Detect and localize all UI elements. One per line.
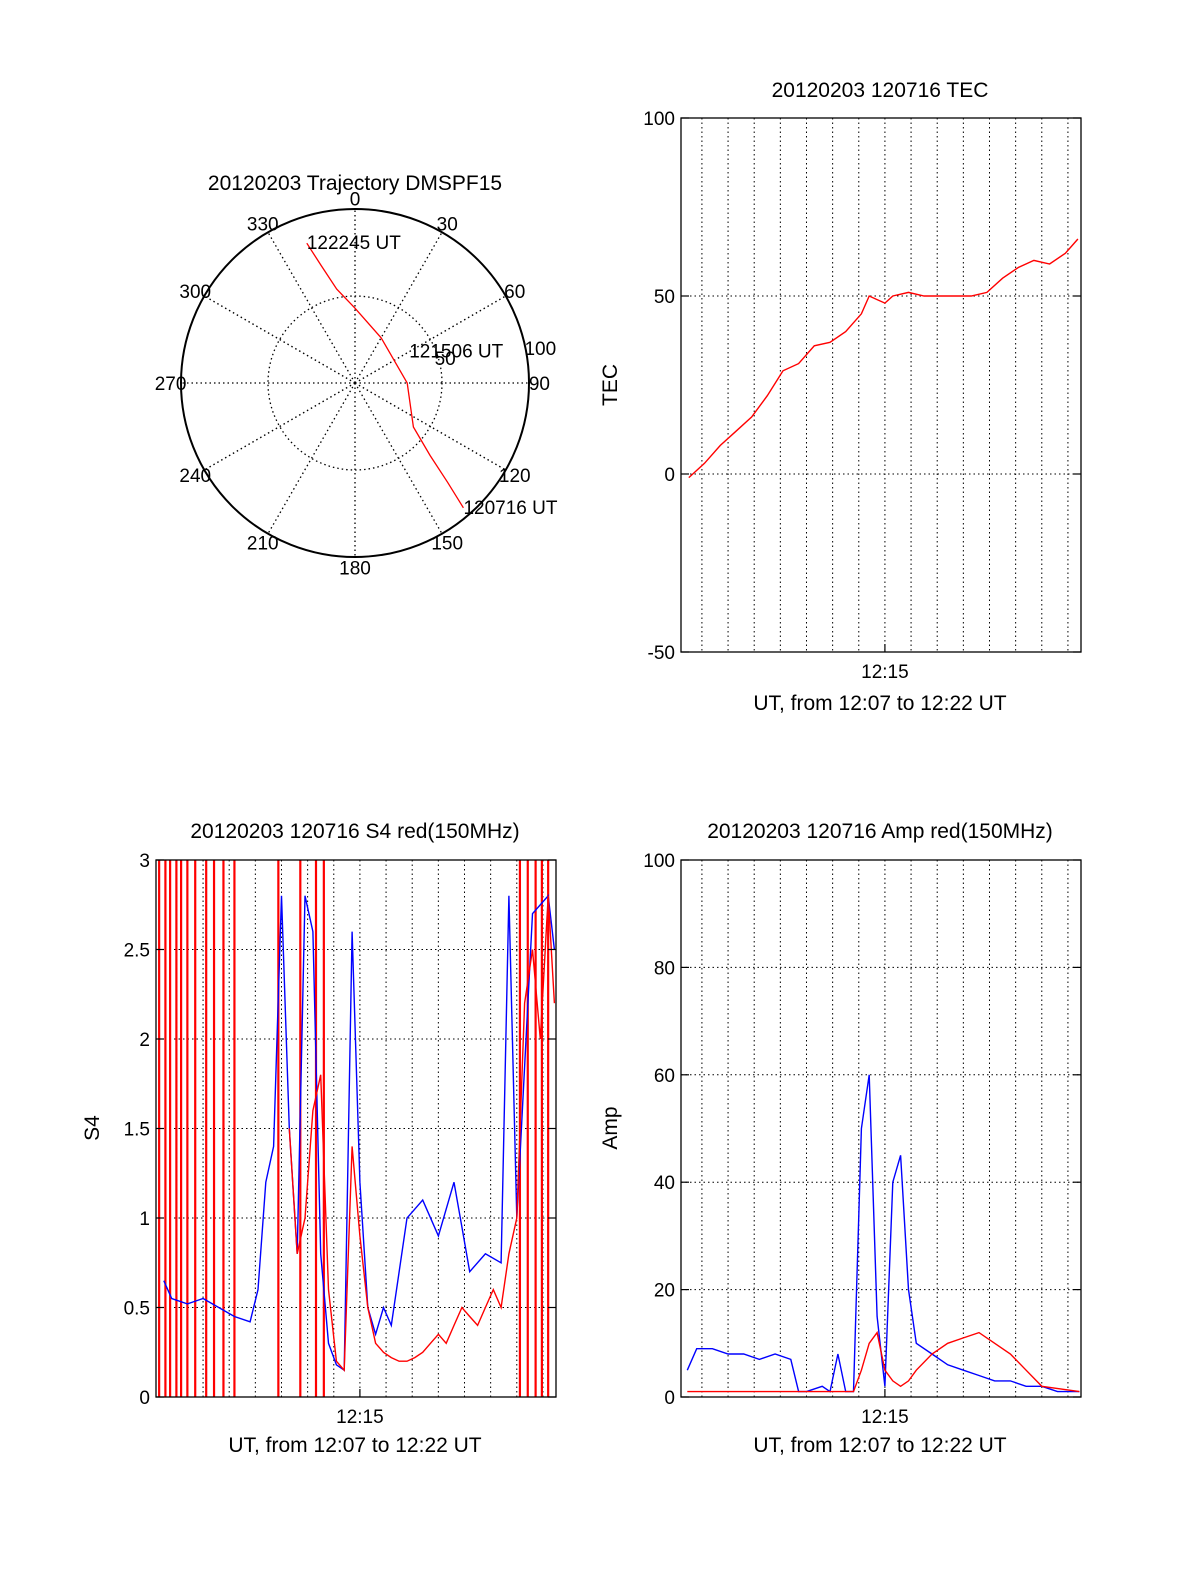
polar-angle-label: 240 <box>179 466 211 487</box>
s4-title: 20120203 120716 S4 red(150MHz) <box>190 820 519 843</box>
amp-ylabel: Amp <box>599 1106 622 1149</box>
plot-frame <box>680 117 1082 653</box>
plot-grid <box>681 117 1081 653</box>
amp-title: 20120203 120716 Amp red(150MHz) <box>707 820 1053 843</box>
polar-outer-ring <box>180 208 530 558</box>
series-line <box>288 895 556 1373</box>
ytick-label: 0.5 <box>124 1299 150 1320</box>
trajectory-polar-plot: 20120203 Trajectory DMSPF15 0 30 60 90 120 15… <box>155 172 558 579</box>
polar-radius-label: 100 <box>524 339 556 360</box>
trajectory-time-label: 121506 UT <box>409 342 503 363</box>
polar-grid <box>180 208 530 558</box>
trajectory-line <box>306 242 464 509</box>
plot-data <box>158 860 556 1397</box>
s4-ylabel: S4 <box>81 1115 104 1141</box>
ytick-label: -50 <box>648 643 675 664</box>
polar-angle-label: 120 <box>499 466 531 487</box>
ytick-label: 80 <box>654 958 675 979</box>
polar-spoke <box>203 382 356 471</box>
polar-spoke <box>354 295 507 384</box>
tec-xlabel: UT, from 12:07 to 12:22 UT <box>753 692 1006 715</box>
ytick-label: 100 <box>643 851 675 872</box>
s4-plot: 20120203 120716 S4 red(150MHz) UT, from … <box>81 820 557 1457</box>
polar-angle-label: 90 <box>529 374 550 395</box>
plot-data <box>686 1074 1080 1393</box>
polar-title: 20120203 Trajectory DMSPF15 <box>208 172 502 195</box>
polar-spoke <box>267 231 356 384</box>
polar-angle-label: 330 <box>247 214 279 235</box>
amp-plot: 20120203 120716 Amp red(150MHz) UT, from… <box>599 820 1082 1457</box>
ytick-label: 2 <box>139 1030 150 1051</box>
ytick-label: 0 <box>664 465 675 486</box>
amp-xlabel: UT, from 12:07 to 12:22 UT <box>753 1434 1006 1457</box>
s4-xlabel: UT, from 12:07 to 12:22 UT <box>228 1434 481 1457</box>
plot-frame <box>680 859 1082 1398</box>
polar-angle-label: 300 <box>179 282 211 303</box>
ytick-label: 60 <box>654 1066 675 1087</box>
series-line <box>163 894 556 1372</box>
trajectory-time-label: 120716 UT <box>463 498 557 519</box>
series-line <box>688 238 1079 479</box>
plot-grid <box>156 859 556 1398</box>
xtick-label: 12:15 <box>336 1407 384 1428</box>
polar-spoke <box>267 382 356 535</box>
ytick-label: 0 <box>139 1388 150 1409</box>
polar-spoke <box>354 382 507 471</box>
ytick-label: 3 <box>139 851 150 872</box>
ytick-label: 50 <box>654 287 675 308</box>
series-line <box>686 1074 1080 1393</box>
polar-angle-labels: 0 30 60 90 120 150 180 210 240 270 300 330 50 100 <box>155 190 556 580</box>
polar-annotations: 122245 UT 121506 UT 120716 UT <box>307 233 558 519</box>
ytick-label: 2.5 <box>124 941 150 962</box>
ytick-label: 1.5 <box>124 1120 150 1141</box>
polar-angle-label: 210 <box>247 534 279 555</box>
polar-trajectory <box>306 242 464 509</box>
tec-title: 20120203 120716 TEC <box>772 79 989 102</box>
series-line <box>687 1330 1080 1393</box>
polar-spoke <box>354 231 443 384</box>
polar-angle-label: 180 <box>339 558 371 579</box>
tec-plot: 20120203 120716 TEC UT, from 12:07 to 12… <box>599 79 1082 715</box>
polar-angle-label: 30 <box>437 214 458 235</box>
polar-angle-label: 0 <box>350 190 361 211</box>
plot-data <box>688 238 1079 479</box>
polar-radius-label: 50 <box>435 349 456 370</box>
ytick-label: 0 <box>664 1388 675 1409</box>
plot-grid <box>681 859 1081 1398</box>
ytick-label: 20 <box>654 1281 675 1302</box>
polar-angle-label: 150 <box>431 534 463 555</box>
ytick-label: 40 <box>654 1173 675 1194</box>
xtick-label: 12:15 <box>861 1407 909 1428</box>
trajectory-time-label: 122245 UT <box>307 233 401 254</box>
polar-spoke <box>203 295 356 384</box>
polar-angle-label: 60 <box>504 282 525 303</box>
tec-ylabel: TEC <box>599 364 622 406</box>
polar-spoke <box>354 382 443 535</box>
polar-angle-label: 270 <box>155 374 187 395</box>
ytick-label: 100 <box>643 109 675 130</box>
xtick-label: 12:15 <box>861 662 909 683</box>
ytick-label: 1 <box>139 1209 150 1230</box>
